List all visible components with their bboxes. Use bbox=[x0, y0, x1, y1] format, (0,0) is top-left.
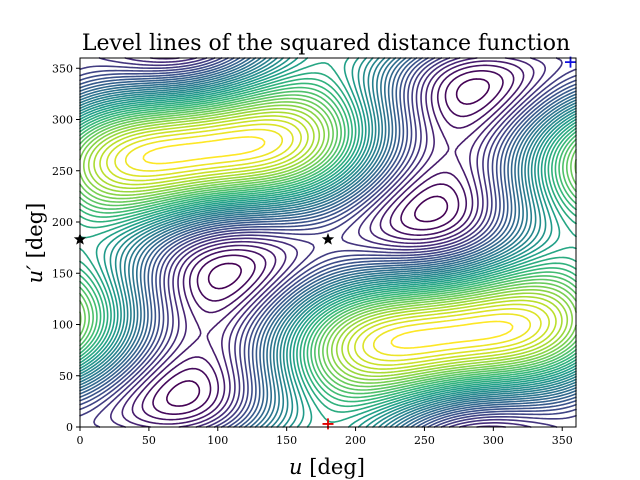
y-tick-label: 300 bbox=[52, 114, 73, 127]
contour-level bbox=[152, 70, 504, 415]
y-tick-label: 250 bbox=[52, 165, 73, 178]
maximum-plus-marker bbox=[322, 418, 334, 430]
contour-level bbox=[79, 97, 577, 388]
y-tick-label: 0 bbox=[66, 421, 73, 434]
contour-level bbox=[166, 78, 490, 407]
y-tick-label: 50 bbox=[59, 370, 73, 383]
contour-level bbox=[93, 57, 563, 428]
contour-level bbox=[79, 82, 577, 403]
contour-level bbox=[79, 62, 577, 423]
contour-level bbox=[87, 107, 569, 378]
contour-level bbox=[79, 57, 577, 428]
contour-level bbox=[79, 90, 577, 395]
contour-level bbox=[79, 57, 577, 428]
y-axis-label: u′ [deg] bbox=[23, 203, 47, 284]
contour-level bbox=[82, 104, 574, 381]
contour-level bbox=[79, 57, 577, 428]
contour-level bbox=[93, 111, 563, 374]
plot-frame bbox=[79, 57, 577, 428]
contour-lines bbox=[79, 57, 577, 428]
contour-level bbox=[79, 101, 577, 384]
x-tick-label: 0 bbox=[77, 434, 84, 447]
contour-level bbox=[124, 128, 532, 357]
y-axis-ticks: 0 50 100 150 200 250 300 350 bbox=[52, 62, 80, 434]
x-tick-label: 150 bbox=[276, 434, 297, 447]
x-tick-label: 50 bbox=[142, 434, 156, 447]
chart-title: Level lines of the squared distance func… bbox=[82, 31, 570, 56]
contour-level bbox=[79, 57, 577, 428]
contour-level bbox=[79, 57, 577, 428]
contour-level bbox=[106, 119, 550, 366]
contour-level bbox=[79, 77, 577, 408]
contour-level bbox=[142, 136, 514, 349]
x-axis-ticks: 0 50 100 150 200 250 300 350 bbox=[77, 427, 573, 447]
contour-level bbox=[79, 57, 577, 428]
contour-level bbox=[79, 57, 577, 428]
saddle-star-marker bbox=[321, 232, 335, 245]
contour-level bbox=[121, 57, 535, 428]
contour-level bbox=[131, 60, 525, 425]
y-tick-label: 150 bbox=[52, 267, 73, 280]
contour-level bbox=[141, 64, 515, 421]
contour-level bbox=[99, 115, 557, 370]
contour-level bbox=[79, 72, 577, 413]
contour-level bbox=[79, 94, 577, 391]
contour-level bbox=[79, 57, 577, 428]
x-tick-label: 100 bbox=[207, 434, 228, 447]
y-tick-label: 350 bbox=[52, 62, 73, 75]
contour-level bbox=[114, 123, 542, 362]
x-tick-label: 350 bbox=[552, 434, 573, 447]
contour-level bbox=[109, 57, 547, 428]
x-tick-label: 300 bbox=[483, 434, 504, 447]
y-tick-label: 200 bbox=[52, 216, 73, 229]
x-tick-label: 250 bbox=[414, 434, 435, 447]
contour-level bbox=[79, 86, 577, 399]
x-axis-label: u [deg] bbox=[289, 455, 365, 479]
x-tick-label: 200 bbox=[345, 434, 366, 447]
contour-level bbox=[79, 57, 577, 428]
y-tick-label: 100 bbox=[52, 319, 73, 332]
